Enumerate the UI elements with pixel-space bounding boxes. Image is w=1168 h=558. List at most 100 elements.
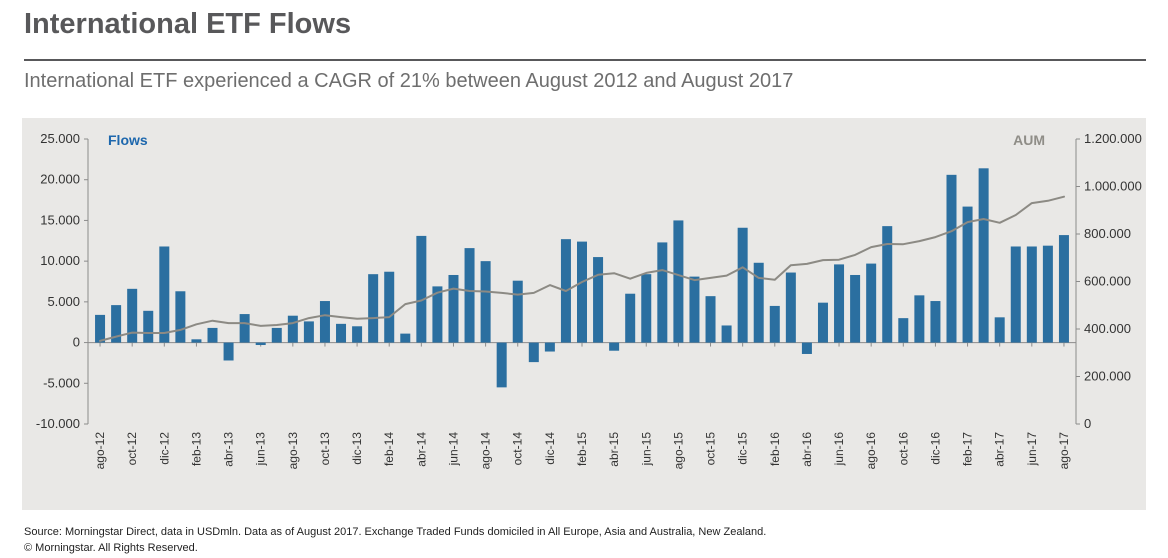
left-axis-tick-label: -10.000 — [36, 416, 80, 431]
flow-bar — [834, 264, 845, 343]
flow-bar — [223, 342, 234, 361]
x-axis-tick-label: dic-16 — [928, 432, 942, 465]
flow-bar — [753, 262, 764, 343]
right-axis-tick-label: 0 — [1084, 416, 1091, 431]
left-axis-tick-label: 5.000 — [47, 294, 80, 309]
right-axis-tick-label: 400.000 — [1084, 321, 1131, 336]
title-rule — [24, 59, 1146, 61]
x-axis-tick-label: oct-14 — [511, 432, 525, 466]
x-axis-tick-label: ago-13 — [286, 432, 300, 470]
x-axis-tick-label: abr-15 — [607, 432, 621, 467]
flow-bar — [641, 274, 652, 343]
x-axis-tick-label: feb-14 — [382, 432, 396, 466]
flow-bar — [769, 305, 780, 343]
x-axis-tick-label: ago-16 — [864, 432, 878, 470]
flow-bar — [111, 305, 122, 343]
left-axis-tick-label: 25.000 — [40, 131, 80, 146]
flows-axis-label: Flows — [108, 132, 148, 148]
flow-bar — [448, 274, 459, 343]
flow-bar — [432, 286, 443, 343]
flow-bar — [496, 342, 507, 388]
flow-bar — [191, 339, 202, 343]
flow-bar — [528, 342, 539, 363]
flow-bar — [255, 342, 266, 346]
x-axis-tick-label: jun-14 — [446, 432, 460, 467]
flow-bar — [705, 296, 716, 343]
x-axis-tick-label: dic-13 — [350, 432, 364, 465]
x-axis-tick-label: ago-14 — [479, 432, 493, 470]
x-axis-tick-label: ago-12 — [93, 432, 107, 470]
x-axis-tick-label: jun-15 — [639, 432, 653, 467]
flow-bar — [737, 227, 748, 343]
right-axis-tick-label: 800.000 — [1084, 226, 1131, 241]
left-axis-tick-label: 0 — [73, 335, 80, 350]
x-axis-tick-label: oct-16 — [896, 432, 910, 466]
flow-bar — [1042, 245, 1053, 343]
x-axis-tick-label: abr-16 — [800, 432, 814, 467]
flow-bar — [95, 314, 106, 343]
right-axis-tick-label: 200.000 — [1084, 369, 1131, 384]
x-axis-tick-label: oct-12 — [125, 432, 139, 466]
flow-bar — [512, 280, 523, 343]
x-axis-tick-label: ago-17 — [1057, 432, 1071, 470]
flow-bar — [866, 263, 877, 343]
aum-line — [99, 195, 1065, 342]
left-axis-tick-label: 15.000 — [40, 212, 80, 227]
flow-bar — [271, 327, 282, 343]
flow-bar — [850, 274, 861, 343]
flow-bar — [593, 257, 604, 343]
flow-bar — [480, 261, 491, 343]
flow-bar — [994, 317, 1005, 343]
chart-canvas: 25.000 20.000 15.000 10.000 5.000 0 -5.000 -10.… — [36, 131, 1142, 470]
flow-bar — [1058, 235, 1069, 343]
flow-bar — [882, 226, 893, 343]
source-note: Source: Morningstar Direct, data in USDm… — [24, 526, 767, 538]
x-axis-tick-label: ago-15 — [671, 432, 685, 470]
flow-bar — [303, 321, 314, 343]
flow-bar — [721, 325, 732, 343]
flow-bar — [159, 246, 170, 343]
chart-footer: Source: Morningstar Direct, data in USDm… — [24, 524, 766, 556]
x-axis-tick-label: oct-15 — [704, 432, 718, 466]
right-axis-tick-label: 1.000.000 — [1084, 179, 1142, 194]
x-axis-tick-label: abr-13 — [222, 432, 236, 467]
x-axis-tick-label: jun-16 — [832, 432, 846, 467]
aum-axis-label: AUM — [1013, 132, 1045, 148]
flow-bar — [625, 293, 636, 343]
flow-bar — [352, 326, 363, 343]
etf-flows-chart: 25.000 20.000 15.000 10.000 5.000 0 -5.000 -10.… — [22, 118, 1146, 510]
flow-bar — [400, 333, 411, 343]
flow-bar — [287, 315, 298, 343]
flow-bar — [544, 342, 555, 352]
x-axis-tick-label: oct-13 — [318, 432, 332, 466]
x-axis-tick-label: dic-12 — [157, 432, 171, 465]
flow-bar — [673, 220, 684, 343]
flow-bar — [962, 206, 973, 343]
flow-bar — [336, 323, 347, 343]
flow-bar — [416, 235, 427, 343]
flow-bar — [127, 288, 138, 343]
flow-bar — [1010, 246, 1021, 343]
x-axis-tick-label: jun-13 — [254, 432, 268, 467]
x-axis-tick-label: feb-13 — [189, 432, 203, 466]
flow-bar — [1026, 246, 1037, 343]
flow-bar — [914, 295, 925, 343]
x-axis-tick-label: dic-15 — [736, 432, 750, 465]
x-axis-tick-label: abr-17 — [993, 432, 1007, 467]
flow-bar — [898, 318, 909, 343]
flow-bar — [785, 272, 796, 343]
flow-bar — [319, 301, 330, 343]
flow-bar — [368, 274, 379, 343]
flow-bar — [946, 174, 957, 343]
flow-bar — [801, 342, 812, 354]
x-axis-tick-label: feb-16 — [768, 432, 782, 466]
left-axis-tick-label: -5.000 — [43, 375, 80, 390]
flow-bar — [143, 310, 154, 343]
flow-bar — [817, 302, 828, 343]
x-axis-tick-label: abr-14 — [414, 432, 428, 467]
left-axis-tick-label: 20.000 — [40, 172, 80, 187]
copyright-note: © Morningstar. All Rights Reserved. — [24, 542, 198, 554]
x-axis-tick-label: feb-17 — [961, 432, 975, 466]
flow-bar — [175, 291, 186, 343]
